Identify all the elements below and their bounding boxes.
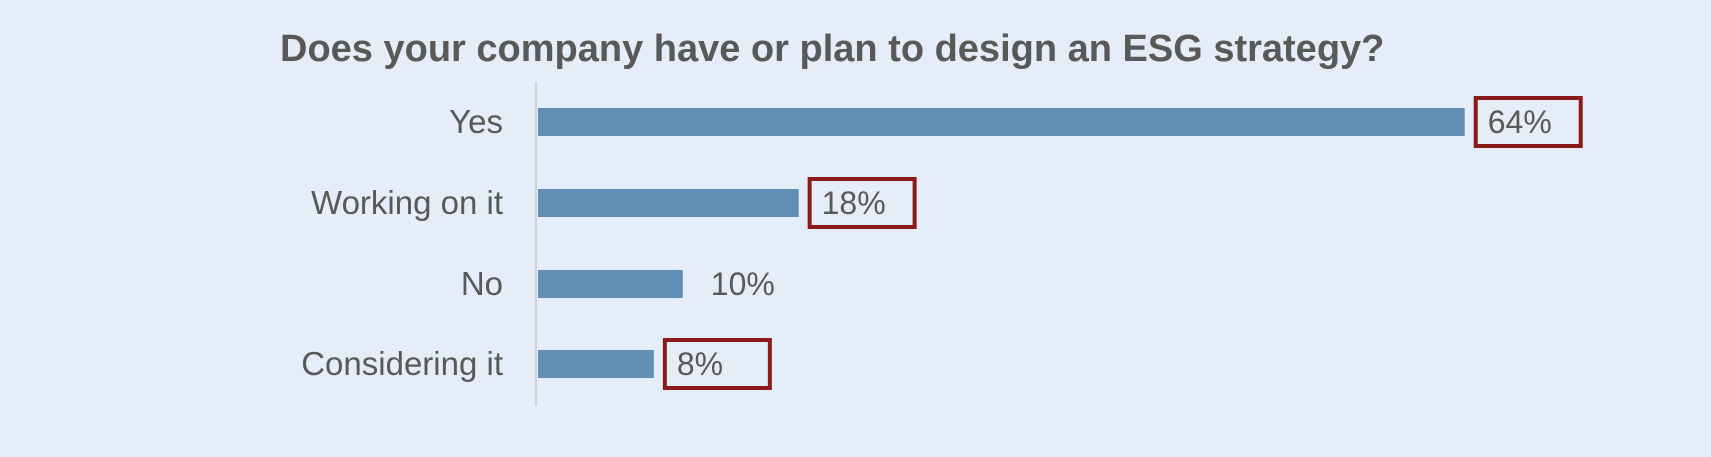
category-label: Working on it: [311, 184, 503, 221]
bar: [538, 270, 683, 298]
chart-title: Does your company have or plan to design…: [280, 28, 1384, 70]
value-label: 10%: [711, 266, 775, 302]
value-label: 8%: [677, 346, 723, 382]
category-label: Considering it: [301, 345, 503, 382]
bar: [538, 189, 799, 217]
category-label: No: [461, 265, 503, 302]
category-label: Yes: [449, 103, 503, 140]
bars-group: Yes 64% Working on it 18% No 10% Considering i…: [301, 96, 1583, 390]
value-label: 18%: [822, 185, 886, 221]
bar: [538, 108, 1465, 136]
value-label: 64%: [1488, 104, 1552, 140]
highlight-box: [807, 177, 917, 229]
highlight-box: [1473, 96, 1583, 148]
bar: [538, 350, 654, 378]
highlight-box: [662, 338, 772, 390]
